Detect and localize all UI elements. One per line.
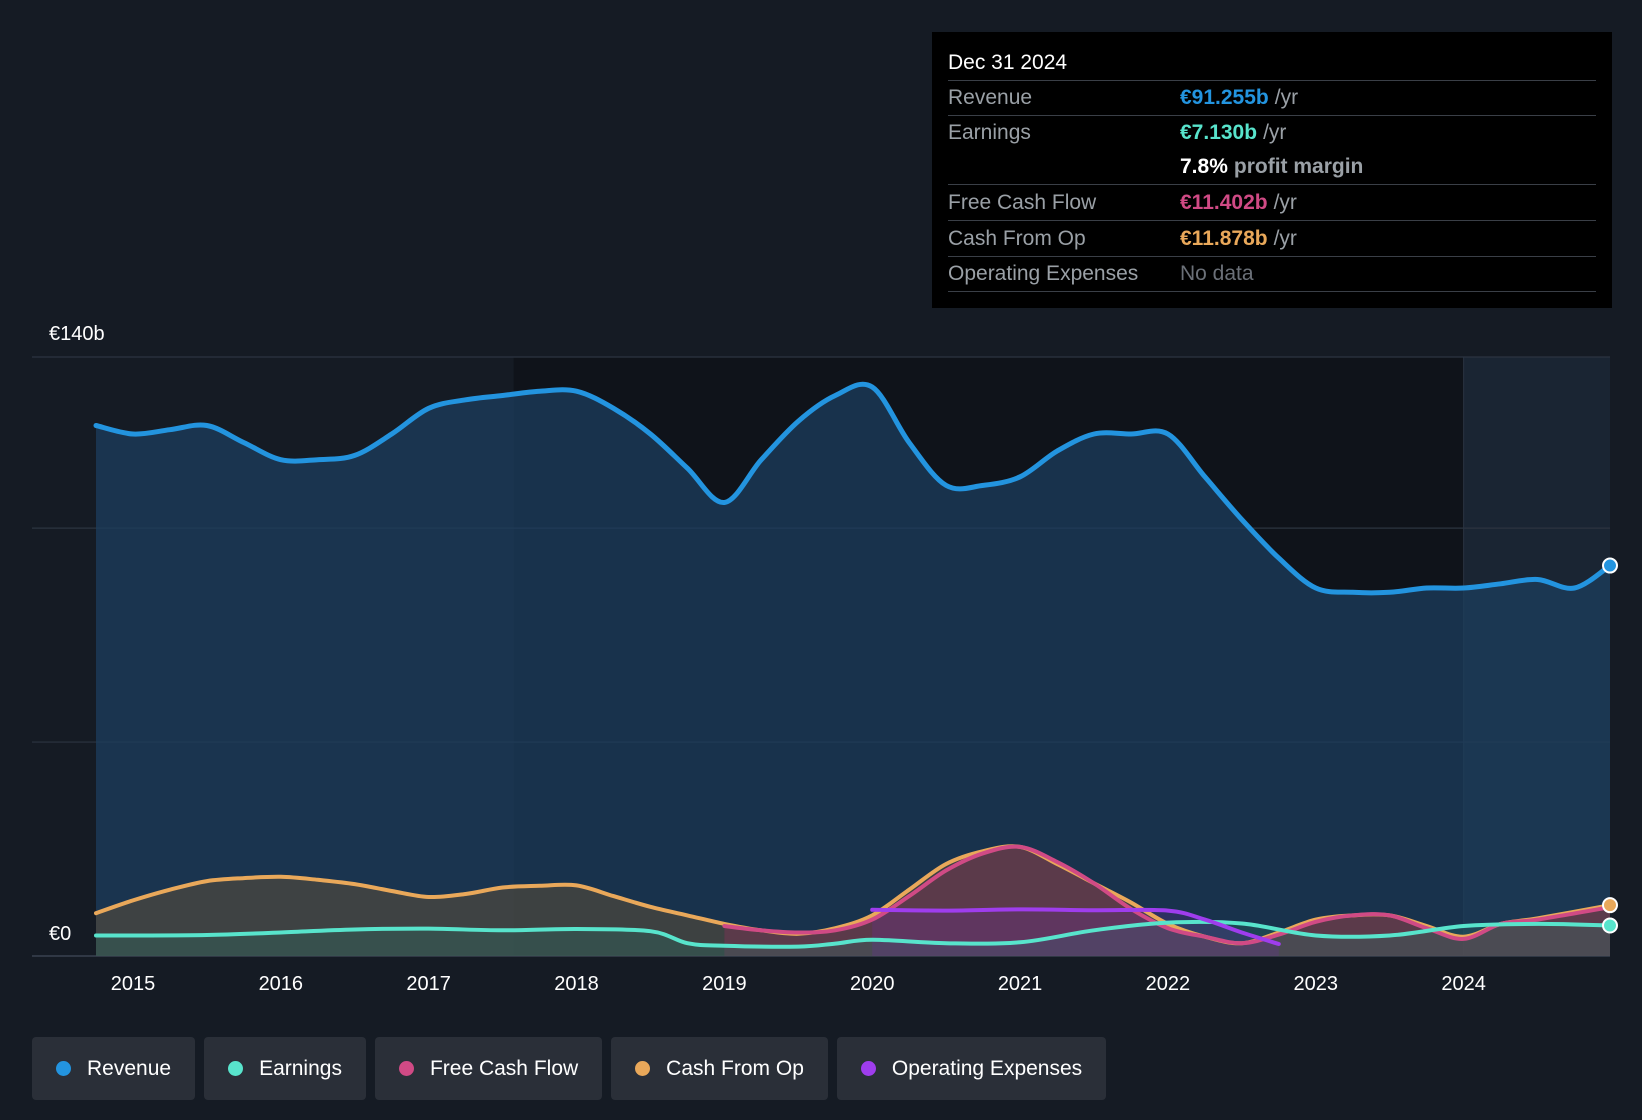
series-end-markers [1602, 557, 1618, 934]
tooltip-row: Free Cash Flow €11.402b/yr [948, 185, 1596, 221]
revenue-area [96, 384, 1610, 956]
legend-dot-icon [228, 1061, 244, 1076]
x-tick-label: 2024 [1441, 973, 1486, 995]
cash-from-op-end-marker [1602, 897, 1618, 914]
tooltip-row-value: No data [1180, 262, 1254, 285]
data-tooltip: Dec 31 2024 Revenue €91.255b/yr Earnings €7… [932, 32, 1612, 308]
x-tick-label: 2019 [702, 973, 747, 995]
y-axis-top-label: €140b [49, 323, 105, 345]
tooltip-row-label: Earnings [948, 121, 1031, 144]
tooltip-date: Dec 31 2024 [948, 46, 1596, 81]
operating-expenses-line [870, 907, 1281, 946]
tooltip-row-unit: /yr [1273, 226, 1297, 250]
x-tick-label: 2017 [406, 973, 451, 995]
legend-dot-icon [56, 1061, 71, 1076]
legend-label: Cash From Op [666, 1056, 804, 1080]
earnings-line [94, 919, 1612, 949]
tooltip-row-unit: /yr [1263, 121, 1287, 144]
tooltip-row-label: Operating Expenses [948, 262, 1139, 285]
tooltip-row: Earnings €7.130b/yr [948, 116, 1596, 150]
tooltip-row: Operating Expenses No data [948, 257, 1596, 292]
tooltip-row-value: €11.402b [1180, 190, 1268, 214]
legend-dot-icon [860, 1061, 876, 1076]
tooltip-row-unit: /yr [1273, 190, 1297, 214]
tooltip-row-label: Free Cash Flow [948, 190, 1097, 214]
x-tick-label: 2021 [998, 973, 1043, 995]
x-tick-label: 2020 [850, 973, 895, 995]
legend-item-free-cash-flow[interactable]: Free Cash Flow [374, 1037, 603, 1100]
tooltip-row-value: €11.878b [1180, 226, 1268, 250]
x-axis-ticks: 2015 2016 2017 2018 2019 2020 2021 2022 2023 2024 [111, 973, 1486, 995]
x-tick-label: 2015 [111, 973, 156, 995]
revenue-line [93, 381, 1613, 596]
free-cash-flow-area [724, 846, 1610, 956]
x-tick-label: 2018 [554, 973, 599, 995]
tooltip-row-value: €7.130b [1180, 121, 1258, 144]
legend-item-earnings[interactable]: Earnings [204, 1037, 366, 1100]
tooltip-row-label: Cash From Op [948, 226, 1086, 250]
tooltip-row: Cash From Op €11.878b/yr [948, 221, 1596, 257]
legend-item-cash-from-op[interactable]: Cash From Op [611, 1037, 828, 1100]
tooltip-row-label: Revenue [948, 86, 1033, 109]
x-tick-label: 2023 [1294, 973, 1339, 995]
earnings-end-marker [1602, 917, 1618, 934]
legend-label: Operating Expenses [891, 1056, 1083, 1080]
tooltip-row: 7.8% profit margin [948, 150, 1596, 185]
legend-item-revenue[interactable]: Revenue [32, 1037, 196, 1100]
tooltip-rows: Revenue €91.255b/yr Earnings €7.130b/yr 7.8%… [948, 81, 1596, 292]
legend-dot-icon [635, 1061, 651, 1076]
series-layer [93, 381, 1613, 956]
tooltip-row: Revenue €91.255b/yr [948, 81, 1596, 116]
chart-legend: Revenue Earnings Free Cash Flow Cash From O… [32, 1037, 1107, 1100]
revenue-end-marker [1602, 557, 1618, 574]
legend-label: Revenue [87, 1056, 172, 1080]
x-tick-label: 2022 [1146, 973, 1191, 995]
tooltip-row-unit: /yr [1274, 86, 1299, 109]
tooltip-row-value: 7.8% [1180, 155, 1228, 178]
x-tick-label: 2016 [259, 973, 304, 995]
tooltip-row-value: €91.255b [1180, 86, 1269, 109]
legend-label: Earnings [259, 1056, 342, 1080]
y-axis-bottom-label: €0 [49, 923, 71, 945]
legend-item-operating-expenses[interactable]: Operating Expenses [836, 1037, 1107, 1100]
legend-dot-icon [398, 1061, 414, 1076]
legend-label: Free Cash Flow [429, 1056, 579, 1080]
tooltip-row-unit: profit margin [1233, 155, 1364, 178]
